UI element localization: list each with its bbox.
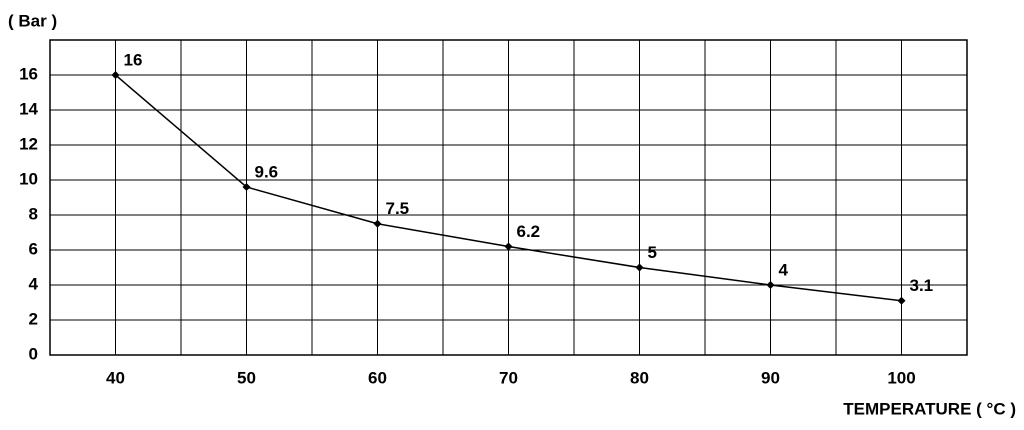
y-tick-label: 10: [19, 169, 38, 188]
data-point: [635, 263, 644, 272]
data-label: 6.2: [517, 222, 541, 241]
data-label: 7.5: [386, 199, 410, 218]
data-label: 4: [779, 260, 789, 279]
y-tick-label: 12: [19, 134, 38, 153]
x-axis-label: TEMPERATURE ( °C ): [843, 399, 1016, 418]
x-tick-label: 60: [368, 368, 387, 387]
x-tick-label: 40: [106, 368, 125, 387]
x-tick-label: 50: [237, 368, 256, 387]
x-tick-label: 100: [887, 368, 915, 387]
data-label: 3.1: [910, 276, 934, 295]
x-tick-label: 70: [499, 368, 518, 387]
y-axis-label: ( Bar ): [8, 11, 57, 30]
data-point: [766, 281, 775, 289]
data-label: 16: [124, 50, 143, 69]
data-point: [242, 183, 251, 191]
x-tick-label: 90: [761, 368, 780, 387]
data-point: [504, 242, 513, 251]
data-point: [111, 71, 120, 79]
y-tick-label: 14: [19, 99, 38, 118]
y-tick-label: 2: [29, 309, 38, 328]
data-label: 9.6: [255, 162, 279, 181]
y-tick-label: 4: [29, 274, 39, 293]
y-tick-label: 0: [29, 344, 38, 363]
data-point: [373, 219, 382, 228]
data-point: [897, 296, 906, 305]
y-tick-label: 8: [29, 204, 38, 223]
y-tick-label: 16: [19, 64, 38, 83]
y-tick-label: 6: [29, 239, 38, 258]
data-label: 5: [648, 243, 657, 262]
x-tick-label: 80: [630, 368, 649, 387]
